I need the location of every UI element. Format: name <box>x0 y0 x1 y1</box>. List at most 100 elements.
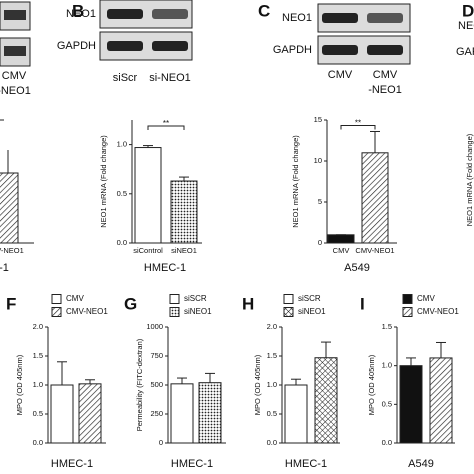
band <box>107 41 143 51</box>
legend-label: CMV <box>66 294 84 303</box>
band <box>322 45 358 55</box>
y-tick-label: 2.0 <box>267 322 277 331</box>
y-tick-label: 2.0 <box>33 322 43 331</box>
x-label: HMEC-1 <box>144 262 186 274</box>
lane-label: -NEO1 <box>0 85 31 97</box>
legend-swatch <box>283 307 294 317</box>
panel-letter: C <box>258 1 270 20</box>
blot-label: NEO <box>458 20 474 32</box>
lane-label: CMV <box>2 70 27 82</box>
y-tick-label: 0.0 <box>382 438 392 447</box>
legend-label: CMV-NEO1 <box>417 307 459 316</box>
band <box>152 41 188 51</box>
blot-label: NEO1 <box>66 8 96 20</box>
y-tick-label: 0.5 <box>33 409 43 418</box>
significance-bracket <box>147 125 185 130</box>
category-label: CMV <box>333 246 350 255</box>
bar <box>327 234 355 244</box>
category-label: CMV-NEO1 <box>355 246 394 255</box>
bar <box>170 383 194 444</box>
band <box>107 9 143 19</box>
x-label: HMEC-1 <box>171 458 213 470</box>
y-label: MPO (OD 405nm) <box>15 354 24 415</box>
y-tick-label: 0 <box>318 238 322 247</box>
x-label: HMEC-1 <box>285 458 327 470</box>
panel-letter: H <box>242 294 254 313</box>
legend-label: siNEO1 <box>298 307 326 316</box>
legend-swatch <box>169 307 180 317</box>
y-tick-label: 0.5 <box>117 189 127 198</box>
bar <box>429 357 453 444</box>
y-tick-label: 0.5 <box>267 409 277 418</box>
y-tick-label: 250 <box>150 409 163 418</box>
bar <box>50 384 74 444</box>
y-tick-label: 0.0 <box>117 238 127 247</box>
y-tick-label: 750 <box>150 351 163 360</box>
legend-label: CMV-NEO1 <box>66 307 108 316</box>
panel-letter: F <box>6 294 16 313</box>
band <box>367 13 403 23</box>
band <box>152 9 188 19</box>
bar <box>198 382 222 444</box>
cropped-right: D NEO GAPD NEO1 mRNA (Fold change) <box>456 1 474 226</box>
blot-label: GAPD <box>456 46 474 58</box>
legend-swatch <box>402 307 413 317</box>
blot-label: GAPDH <box>273 44 312 56</box>
y-tick-label: 0.0 <box>33 438 43 447</box>
y-tick-label: 1.0 <box>382 361 392 370</box>
bar <box>0 172 19 244</box>
bar <box>78 383 102 444</box>
y-label: MPO (OD 405nm) <box>253 354 262 415</box>
x-label: A549 <box>344 262 370 274</box>
blot-label: NEO1 <box>282 12 312 24</box>
panel-letter: G <box>124 294 137 313</box>
legend-swatch <box>283 294 294 304</box>
legend-label: siNEO1 <box>184 307 212 316</box>
y-tick-label: 1000 <box>146 322 163 331</box>
y-label: NEO1 mRNA (Fold change) <box>99 135 108 228</box>
y-label: Permeability (FITC-dextran) <box>135 338 144 431</box>
legend-label: siSCR <box>184 294 207 303</box>
bar <box>361 152 389 244</box>
x-label: HMEC-1 <box>51 458 93 470</box>
x-label: A549 <box>408 458 434 470</box>
category-label: siNEO1 <box>171 246 197 255</box>
legend-label: siSCR <box>298 294 321 303</box>
panel: F 0.0 0.5 1.0 1.5 2.0 MPO (OD 405nm) HMEC-1 CMV C… <box>6 294 108 470</box>
y-tick-label: 0.0 <box>267 438 277 447</box>
y-tick-label: 1.0 <box>117 140 127 149</box>
legend-swatch <box>402 294 413 304</box>
legend-swatch <box>51 307 62 317</box>
y-label: NEO1 mRNA (Fold change) <box>291 135 300 228</box>
blot-label: GAPDH <box>57 40 96 52</box>
y-tick-label: 0 <box>159 438 163 447</box>
y-tick-label: 1.0 <box>267 380 277 389</box>
panel-letter: B <box>72 1 84 20</box>
band <box>4 46 26 56</box>
bar <box>284 384 308 444</box>
bar <box>399 365 423 444</box>
legend-swatch <box>169 294 180 304</box>
y-tick-label: 10 <box>314 156 322 165</box>
significance-bracket <box>340 124 376 130</box>
lane-label: CMV <box>373 69 398 81</box>
panel: H 0.0 0.5 1.0 1.5 2.0 MPO (OD 405nm) HMEC-1 siSC… <box>242 294 340 470</box>
band <box>322 13 358 23</box>
band <box>4 10 26 20</box>
significance: ** <box>163 119 169 128</box>
x-label: -1 <box>0 262 9 274</box>
y-label: NEO1 mRNA (Fold change) <box>465 133 474 226</box>
y-tick-label: 5 <box>318 197 322 206</box>
bar <box>170 180 198 244</box>
panel-letter: D <box>462 1 474 20</box>
y-tick-label: 1.0 <box>33 380 43 389</box>
lane-label: siScr <box>113 72 138 84</box>
band <box>367 45 403 55</box>
lane-label: si-NEO1 <box>149 72 191 84</box>
legend-swatch <box>51 294 62 304</box>
y-tick-label: 500 <box>150 380 163 389</box>
y-tick-label: 1.5 <box>33 351 43 360</box>
bar <box>134 147 162 244</box>
lane-label: -NEO1 <box>368 84 402 96</box>
